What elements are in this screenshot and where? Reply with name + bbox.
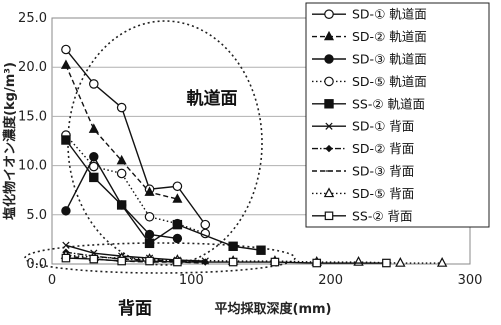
data-point [62,241,70,249]
legend-entry: SS-② 背面 [312,208,413,223]
legend-label: SS-② 軌道面 [352,96,425,111]
legend-label: SD-① 軌道面 [352,7,427,22]
back-group-ellipse [24,242,296,274]
data-point [270,257,280,267]
data-point [172,233,183,244]
data-point [382,258,391,268]
x-tick-label: 0 [48,273,56,288]
data-point [61,253,71,263]
data-point [89,172,99,183]
series-2 [60,59,183,203]
y-tick-label: 25.0 [18,11,47,26]
data-point [116,154,127,165]
data-point [116,102,127,113]
legend-label: SD-⑤ 背面 [352,186,414,201]
legend-entry: SD-① 背面 [312,119,414,134]
legend-entry: SD-⑤ 軌道面 [312,74,427,89]
annotation-track-label: 軌道面 [187,88,238,109]
legend-marker [324,211,334,221]
y-tick-label: 0.0 [26,257,47,272]
legend-label: SD-① 背面 [352,119,414,134]
data-point [395,257,406,267]
data-point [89,79,99,89]
data-point [144,238,155,249]
y-tick-label: 20.0 [18,60,47,75]
data-point [312,258,322,268]
data-point [172,181,183,192]
data-point [172,193,183,203]
series-line [65,251,206,263]
data-point [145,256,154,266]
legend-label: SD-② 軌道面 [352,29,427,44]
legend-marker [324,54,334,64]
data-point [172,219,183,230]
series-line [65,64,178,200]
x-tick-label: 100 [179,273,204,288]
series-1 [61,44,211,230]
series-5 [61,135,266,255]
data-point [173,257,182,267]
legend-label: SD-③ 軌道面 [352,52,427,67]
x-axis-label: 平均採取深度(mm) [215,301,332,317]
legend-marker [325,122,333,130]
data-point [256,245,266,255]
legend-marker [324,76,334,87]
legend-label: SD-③ 背面 [352,164,414,179]
x-tick-label: 200 [318,273,343,288]
legend: SD-① 軌道面 SD-② 軌道面 SD-③ 軌道面 SD-⑤ 軌道面 SS-② 軌道面… [305,2,490,228]
legend-marker [324,9,334,19]
data-point [89,161,99,172]
data-point [116,200,127,210]
data-point [61,44,71,55]
track-group-ellipse [67,20,263,266]
legend-marker [324,99,334,109]
plot-area [60,44,448,268]
axes: 0.0 5.0 10.0 15.0 20.0 25.0 0 100 200 300 平均採取深度(m… [2,11,482,317]
data-point [200,219,211,230]
y-tick-label: 15.0 [18,109,47,124]
legend-entry: SD-② 軌道面 [312,29,427,44]
y-tick-label: 5.0 [26,208,47,223]
legend-label: SD-② 背面 [352,141,414,156]
data-point [89,152,99,162]
legend-entry: SD-⑤ 背面 [312,186,414,201]
legend-marker [323,187,335,198]
data-point [60,59,71,69]
data-point [116,168,127,179]
data-point [144,186,155,196]
data-point [144,211,155,222]
legend-entry: SD-① 軌道面 [312,7,427,22]
legend-label: SS-② 背面 [352,208,413,223]
series-line [65,49,206,226]
data-point [61,206,71,216]
data-point [88,123,99,133]
data-point [228,257,238,267]
legend-marker [323,30,335,41]
legend-box [305,2,490,228]
data-point [353,256,364,266]
legend-marker [325,144,333,153]
legend-label: SD-⑤ 軌道面 [352,74,427,89]
data-point [144,229,155,240]
legend-entry: SD-③ 背面 [312,164,414,179]
data-point [61,135,71,145]
legend-entry: SS-② 軌道面 [312,96,425,111]
legend-entry: SD-③ 軌道面 [312,52,427,67]
x-tick-label: 300 [458,273,483,288]
y-axis-label: 塩化物イオン濃度(kg/m³) [2,62,18,220]
data-point [228,241,238,251]
annotation-back-label: 背面 [118,298,152,319]
data-point [117,256,126,266]
y-tick-label: 10.0 [18,159,47,174]
legend-entry: SD-② 背面 [312,141,414,156]
series-10 [61,253,391,268]
series-line [65,134,206,235]
data-point [89,254,99,264]
data-point [436,257,448,267]
